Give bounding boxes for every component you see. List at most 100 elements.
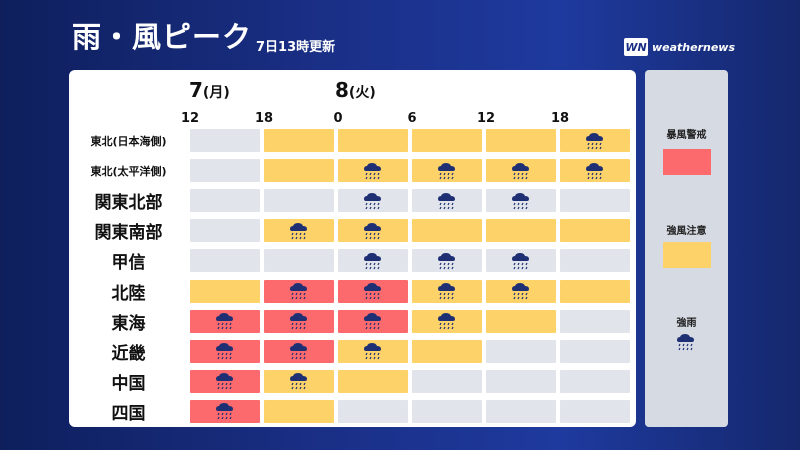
forecast-cell	[338, 309, 408, 333]
rain-icon	[436, 311, 458, 331]
rain-icon	[362, 311, 384, 331]
page-title: 雨・風ピーク	[72, 20, 253, 54]
forecast-cell	[338, 189, 408, 213]
forecast-cell	[338, 369, 408, 393]
region-label: 東北(日本海側)	[90, 134, 167, 148]
day-of-week: (月)	[202, 85, 230, 101]
forecast-cell	[264, 279, 334, 303]
region-label: 関東南部	[94, 223, 163, 244]
rain-icon	[584, 161, 606, 181]
forecast-cell	[190, 309, 260, 333]
day-date: 8	[335, 78, 349, 102]
rain-icon	[362, 161, 384, 181]
rain-icon	[362, 341, 384, 361]
forecast-cell	[486, 189, 556, 213]
legend-warning-swatch	[663, 149, 711, 175]
rain-icon	[510, 161, 532, 181]
rain-icon	[436, 161, 458, 181]
forecast-cell	[412, 339, 482, 363]
forecast-cell	[264, 399, 334, 423]
rain-icon	[436, 251, 458, 271]
hour-label: 12	[180, 111, 200, 126]
forecast-cell	[560, 339, 630, 363]
legend-warning-label: 暴風警戒	[666, 130, 707, 141]
logo-text: weathernews	[652, 40, 736, 54]
legend-rain-label: 強雨	[676, 318, 697, 329]
forecast-cell	[190, 189, 260, 213]
rain-icon	[362, 221, 384, 241]
forecast-cell	[338, 339, 408, 363]
forecast-cell	[264, 309, 334, 333]
forecast-cell	[560, 219, 630, 243]
legend-caution-label: 強風注意	[666, 226, 707, 237]
legend-caution-swatch	[663, 242, 711, 268]
legend-panel: 暴風警戒 強風注意 強雨	[645, 70, 728, 427]
forecast-cell	[560, 399, 630, 423]
forecast-cell	[560, 249, 630, 273]
forecast-cell	[486, 309, 556, 333]
rain-icon	[584, 131, 606, 151]
forecast-cell	[412, 219, 482, 243]
forecast-cell	[190, 129, 260, 152]
forecast-cell	[264, 129, 334, 152]
rain-icon	[675, 332, 697, 352]
forecast-cell	[190, 219, 260, 243]
forecast-cell	[486, 159, 556, 183]
forecast-cell	[412, 159, 482, 183]
day-of-week: (火)	[348, 85, 376, 101]
forecast-cell	[412, 309, 482, 333]
rain-icon	[214, 311, 236, 331]
region-label: 関東北部	[94, 193, 163, 214]
region-label: 甲信	[111, 253, 146, 274]
forecast-cell	[560, 369, 630, 393]
rain-icon	[288, 311, 310, 331]
rain-icon	[214, 371, 236, 391]
forecast-cell	[412, 129, 482, 152]
rain-icon	[510, 251, 532, 271]
forecast-cell	[338, 399, 408, 423]
region-label: 近畿	[111, 343, 146, 364]
forecast-cell	[412, 369, 482, 393]
rain-icon	[510, 191, 532, 211]
update-time: 7日13時更新	[256, 40, 336, 55]
forecast-cell	[338, 129, 408, 152]
rain-icon	[214, 341, 236, 361]
forecast-cell	[338, 159, 408, 183]
forecast-cell	[412, 249, 482, 273]
forecast-cell	[338, 249, 408, 273]
forecast-cell	[486, 249, 556, 273]
rain-icon	[436, 191, 458, 211]
forecast-cell	[190, 279, 260, 303]
region-label: 北陸	[111, 283, 146, 304]
forecast-cell	[560, 279, 630, 303]
forecast-cell	[412, 399, 482, 423]
region-label: 東北(太平洋側)	[90, 164, 167, 178]
forecast-table: 7(月) 8(火) 12 18 0 6 12 18 東北(日本海側) 東北(太平洋側) 関東北…	[69, 70, 636, 427]
forecast-cell	[412, 279, 482, 303]
region-label: 中国	[111, 373, 146, 394]
forecast-cell	[486, 279, 556, 303]
rain-icon	[288, 341, 310, 361]
hour-label: 18	[254, 111, 274, 126]
forecast-cell	[560, 309, 630, 333]
forecast-cell	[486, 129, 556, 152]
hour-label: 6	[407, 111, 417, 126]
forecast-cell	[264, 249, 334, 273]
rain-icon	[436, 281, 458, 301]
forecast-cell	[190, 339, 260, 363]
forecast-cell	[264, 189, 334, 213]
weathernews-logo: WN weathernews	[624, 38, 735, 56]
forecast-cell	[560, 129, 630, 152]
rain-icon	[362, 251, 384, 271]
forecast-cell	[264, 369, 334, 393]
rain-icon	[288, 371, 310, 391]
forecast-cell	[486, 369, 556, 393]
rain-icon	[288, 221, 310, 241]
forecast-cell	[560, 189, 630, 213]
rain-icon	[510, 281, 532, 301]
rain-icon	[362, 191, 384, 211]
forecast-cell	[264, 219, 334, 243]
region-label: 東海	[111, 313, 146, 334]
forecast-cell	[190, 159, 260, 183]
forecast-cell	[338, 219, 408, 243]
